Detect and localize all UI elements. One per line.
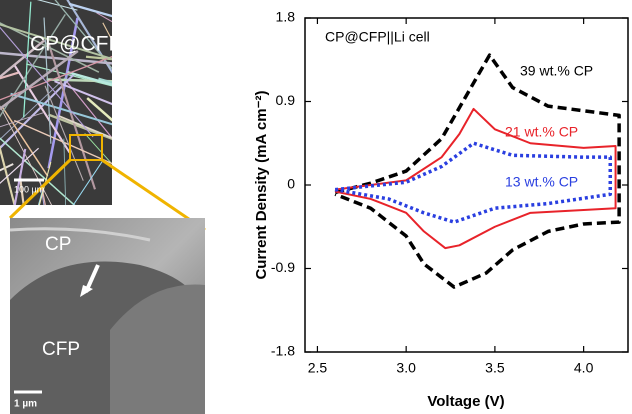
image-label: CP@CFP [30,33,123,56]
y-tick-label: 0.9 [276,92,296,108]
chart: CP@CFP||Li cell Voltage (V) Current Dens… [253,9,628,410]
cv-curve [335,55,619,287]
y-axis-title: Current Density (mA cm⁻²) [253,90,270,279]
image-label: CFP [42,339,80,360]
series-label: 13 wt.% CP [505,174,578,190]
scale-label: 100 µm [14,184,44,194]
image-label: CP [45,234,71,255]
y-tick-label: -0.9 [271,259,295,275]
x-tick-label: 2.5 [308,360,328,376]
fiber [13,210,147,213]
x-tick-label: 4.0 [574,360,594,376]
fiber [122,0,192,87]
y-tick-label: 1.8 [276,9,296,25]
series-label: 39 wt.% CP [520,63,593,79]
figure: CP CFP 1 µm CP@CFP 100 µm CP@CFP||Li cel… [0,0,632,414]
sem-image-bottom: CP CFP 1 µm [10,218,205,414]
x-tick-label: 3.0 [396,360,416,376]
y-tick-label: -1.8 [271,343,295,359]
fiber [98,79,206,109]
scale-label: 1 µm [14,399,37,410]
chart-title: CP@CFP||Li cell [325,29,430,45]
series-label: 21 wt.% CP [505,124,578,140]
x-tick-label: 3.5 [485,360,505,376]
x-axis-title: Voltage (V) [427,393,504,410]
y-tick-label: 0 [287,176,295,192]
